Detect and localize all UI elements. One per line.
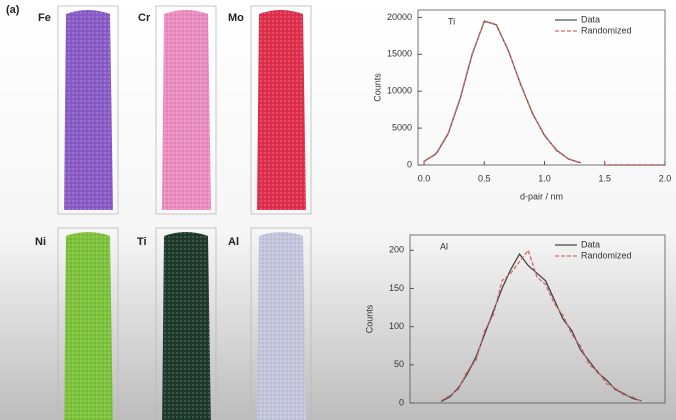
- plot-frame: [409, 234, 666, 404]
- column-box: [155, 227, 217, 420]
- column-box: [155, 5, 217, 215]
- y-axis-label: Counts: [364, 304, 374, 333]
- column-box: [250, 5, 312, 215]
- x-axis-label: d-pair / nm: [520, 191, 563, 201]
- x-tick-label: 1.5: [598, 173, 611, 183]
- y-tick-label: 5000: [392, 122, 412, 132]
- atom-texture: [162, 10, 211, 210]
- x-tick-label: 0.0: [418, 173, 431, 183]
- legend-label: Data: [581, 239, 600, 249]
- y-tick-label: 0: [399, 397, 404, 407]
- atom-texture: [162, 232, 211, 420]
- y-tick-label: 20000: [387, 12, 412, 22]
- legend-label: Data: [581, 14, 600, 24]
- series-line: [440, 252, 642, 403]
- y-tick-label: 150: [389, 283, 404, 293]
- column-box: [250, 227, 312, 420]
- y-tick-label: 200: [389, 245, 404, 255]
- column-box: [57, 5, 119, 215]
- element-label: Ni: [35, 236, 46, 248]
- x-tick-label: 0.5: [478, 173, 491, 183]
- y-tick-label: 15000: [387, 49, 412, 59]
- element-label: Ti: [137, 236, 147, 248]
- atom-texture: [64, 10, 113, 210]
- legend-label: Randomized: [581, 250, 632, 260]
- y-tick-label: 0: [407, 159, 412, 169]
- y-tick-label: 50: [394, 359, 404, 369]
- y-tick-label: 10000: [387, 86, 412, 96]
- atom-texture: [257, 10, 306, 210]
- element-label: Mo: [228, 12, 244, 24]
- ti-chart: 0 5000 10000 15000 20000 0.0 0.5 1.0 1.5 2.0 Ti d-p…: [372, 9, 672, 201]
- element-label: Al: [228, 236, 239, 248]
- chart-title: Al: [440, 241, 448, 251]
- element-label: Cr: [138, 12, 151, 24]
- y-tick-label: 100: [389, 321, 404, 331]
- chart-title: Ti: [448, 16, 455, 26]
- legend-label: Randomized: [581, 25, 632, 35]
- x-tick-label: 2.0: [659, 173, 672, 183]
- plot-frame: [417, 9, 666, 166]
- series-line: [440, 248, 642, 403]
- atom-maps: Fe Cr Mo Ni Ti Al: [35, 5, 312, 420]
- atom-texture: [257, 232, 306, 420]
- panel-label: (a): [6, 4, 20, 16]
- y-axis-label: Counts: [372, 73, 382, 102]
- atom-texture: [64, 232, 113, 420]
- element-label: Fe: [38, 12, 51, 24]
- x-tick-label: 1.0: [538, 173, 551, 183]
- column-box: [57, 227, 119, 420]
- series-line: [423, 21, 665, 166]
